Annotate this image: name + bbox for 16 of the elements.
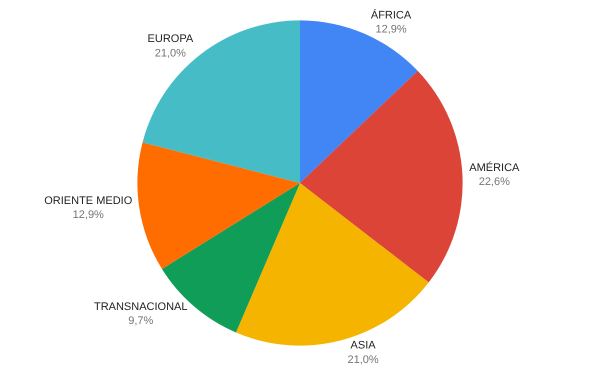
data-label: 21,0% [347, 354, 379, 366]
pie-slice [300, 70, 463, 282]
data-label: 21,0% [154, 47, 186, 60]
data-label: 12,9% [375, 24, 407, 36]
slice-label: ORIENTE MEDIO [44, 194, 133, 207]
data-label: 12,9% [72, 209, 104, 222]
pie-slice [142, 20, 300, 183]
slice-label: EUROPA [148, 33, 194, 46]
slice-label: TRANSNACIONAL [94, 300, 188, 313]
data-label: 9,7% [128, 315, 154, 328]
data-label: 22,6% [478, 176, 510, 188]
pie-slice [300, 20, 418, 183]
slice-label: AMÉRICA [469, 160, 520, 174]
slice-label: ÁFRICA [370, 8, 412, 22]
pie-slice [137, 142, 300, 269]
slice-label: ASIA [350, 340, 376, 352]
